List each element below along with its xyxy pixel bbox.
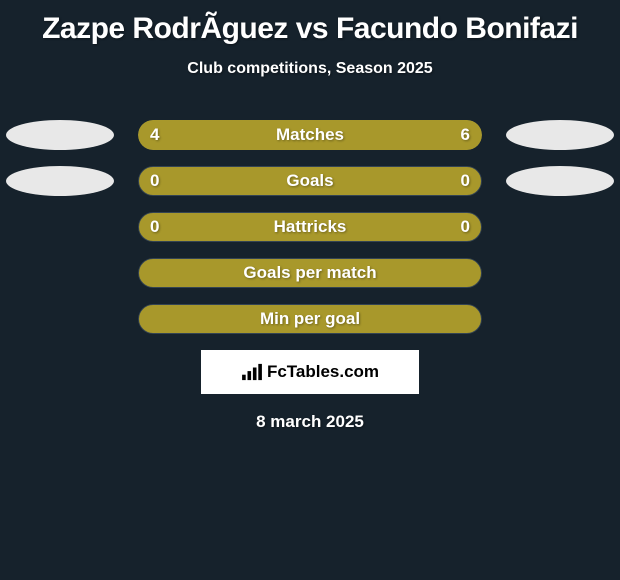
comparison-chart: 46Matches 00Goals 00Hattricks Goals per mat… <box>0 120 620 334</box>
stat-row: Goals per match <box>0 258 620 288</box>
stat-bar-bg <box>138 166 482 196</box>
stat-bar-fill-right <box>276 120 482 150</box>
stat-bar-track <box>138 120 482 150</box>
stat-row: 46Matches <box>0 120 620 150</box>
stat-bar-track <box>138 304 482 334</box>
brand-chart-icon <box>241 363 263 381</box>
player2-avatar <box>506 120 614 150</box>
stat-bar-track <box>138 212 482 242</box>
date-text: 8 march 2025 <box>0 412 620 432</box>
stat-bar-bg <box>138 304 482 334</box>
stat-bar-track <box>138 166 482 196</box>
stat-row: Min per goal <box>0 304 620 334</box>
page-title: Zazpe RodrÃ­guez vs Facundo Bonifazi <box>0 0 620 46</box>
brand-text: FcTables.com <box>267 362 379 382</box>
player2-avatar <box>506 166 614 196</box>
brand-box: FcTables.com <box>201 350 419 394</box>
stat-bar-bg <box>138 212 482 242</box>
stat-bar-track <box>138 258 482 288</box>
stat-bar-fill-left <box>138 120 276 150</box>
subtitle: Club competitions, Season 2025 <box>0 60 620 78</box>
stat-row: 00Hattricks <box>0 212 620 242</box>
stat-row: 00Goals <box>0 166 620 196</box>
player1-avatar <box>6 166 114 196</box>
stat-bar-bg <box>138 258 482 288</box>
player1-avatar <box>6 120 114 150</box>
